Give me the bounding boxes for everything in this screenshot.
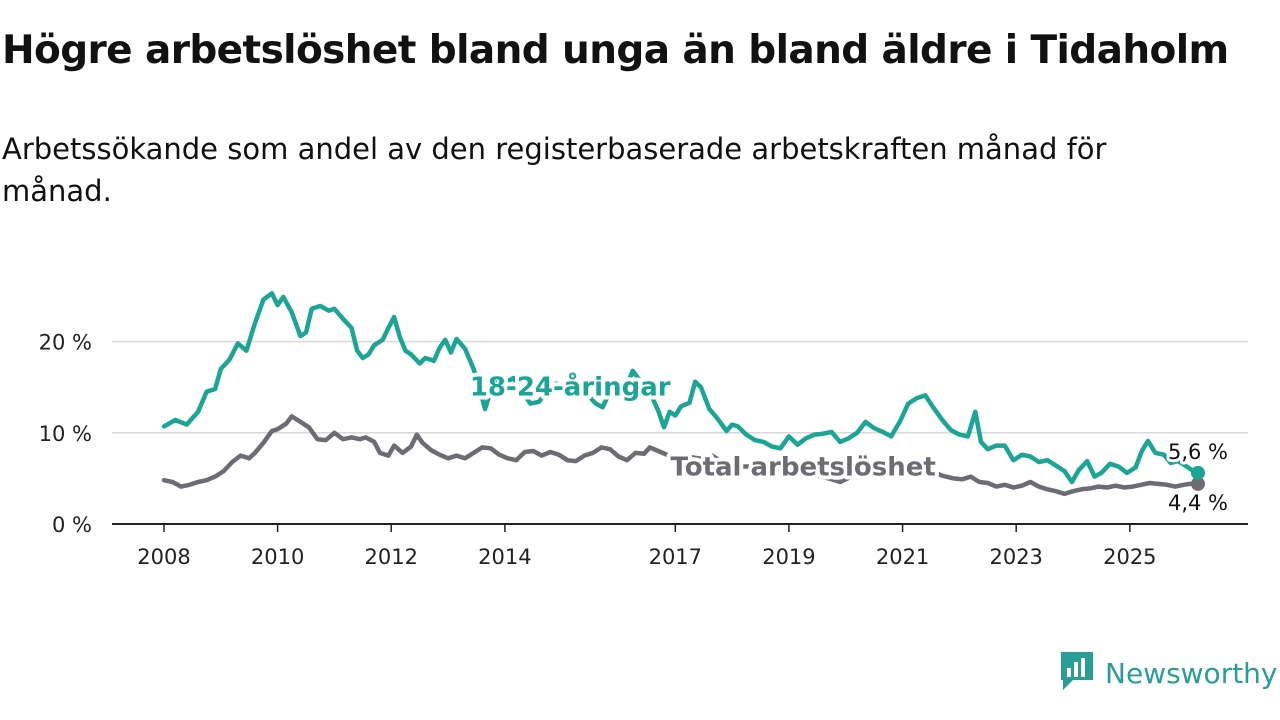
series-end-point xyxy=(1191,465,1205,480)
x-tick-label: 2014 xyxy=(478,545,531,569)
x-tick-label: 2025 xyxy=(1103,545,1156,569)
newsworthy-logo-icon xyxy=(1059,650,1095,697)
series-labels: 18-24-åringar Total arbetslöshet 5,6 % 4,4 … xyxy=(466,366,1231,518)
end-value-label: 4,4 % xyxy=(1168,491,1228,515)
y-tick-label: 10 % xyxy=(39,422,92,446)
y-tick-label: 20 % xyxy=(39,331,92,355)
x-tick-label: 2008 xyxy=(137,545,190,569)
page-title: Högre arbetslöshet bland unga än bland ä… xyxy=(2,28,1229,73)
series-label: 18-24-åringar xyxy=(470,370,671,402)
series-line xyxy=(161,414,1201,497)
x-axis: 2008 2010 2012 2014 2017 2019 2021 2023 2025 xyxy=(112,523,1248,569)
x-tick-label: 2017 xyxy=(649,545,702,569)
gridlines: 0 % 10 % 20 % xyxy=(39,331,1248,537)
x-tick-label: 2021 xyxy=(876,545,929,569)
x-tick-label: 2012 xyxy=(365,545,418,569)
brand-name: Newsworthy xyxy=(1105,656,1278,690)
series-end-point xyxy=(1191,476,1205,491)
series-line xyxy=(161,291,1201,485)
x-tick-label: 2010 xyxy=(251,545,304,569)
y-tick-label: 0 % xyxy=(52,513,92,537)
x-tick-label: 2023 xyxy=(989,545,1042,569)
newsworthy-brand[interactable]: Newsworthy xyxy=(1059,650,1278,697)
x-tick-label: 2019 xyxy=(762,545,815,569)
series-lines xyxy=(161,291,1205,497)
page-subtitle: Arbetssökande som andel av den registerb… xyxy=(2,132,1107,208)
series-label: Total arbetslöshet xyxy=(670,453,935,483)
end-value-label: 5,6 % xyxy=(1168,440,1228,464)
